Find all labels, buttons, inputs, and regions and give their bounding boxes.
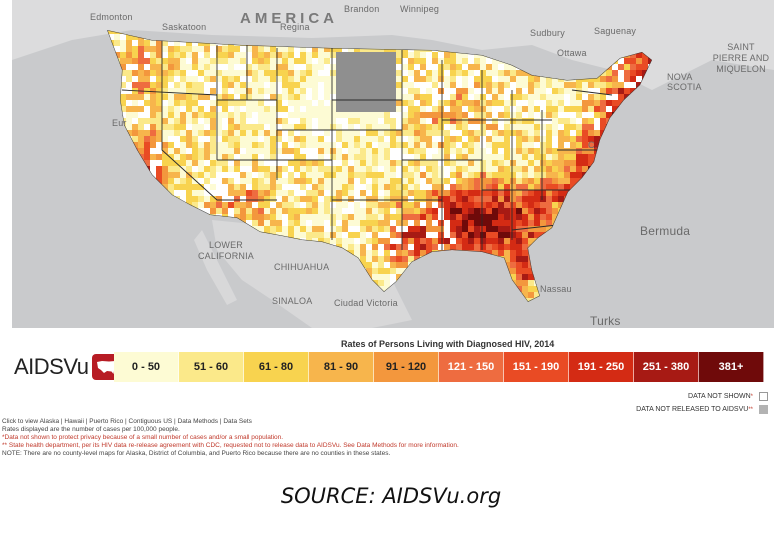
label-sudbury: Sudbury — [530, 28, 565, 38]
label-saint-pierre: SAINT PIERRE AND MIQUELON — [712, 42, 770, 74]
legend-bin: 121 - 150 — [439, 352, 504, 382]
data-not-shown-key: DATA NOT SHOWN * — [688, 392, 768, 401]
data-not-released-swatch — [759, 405, 768, 414]
legend-bin: 0 - 50 — [114, 352, 179, 382]
legend-bin: 191 - 250 — [569, 352, 634, 382]
nav-links-line: Click to view Alaska | Hawaii | Puerto R… — [2, 418, 252, 425]
logo-text: AIDSVu — [14, 354, 89, 379]
legend-scale: 0 - 50 51 - 60 61 - 80 81 - 90 91 - 120 121 -… — [114, 352, 764, 382]
state-outlines — [107, 30, 652, 302]
link-data-methods[interactable]: Data Methods — [177, 418, 219, 425]
note-data-not-shown: *Data not shown to protect privacy becau… — [2, 434, 284, 441]
legend-bin: 61 - 80 — [244, 352, 309, 382]
source-caption: SOURCE: AIDSVu.org — [280, 484, 502, 508]
data-not-released-label: DATA NOT RELEASED TO AIDSVU — [636, 406, 749, 413]
legend-bin: 381+ — [699, 352, 764, 382]
data-not-shown-marker: * — [750, 393, 753, 400]
label-america: AMERICA — [240, 10, 338, 27]
label-ottawa: Ottawa — [557, 48, 587, 58]
label-saskatoon: Saskatoon — [162, 22, 207, 32]
note-no-county-maps: NOTE: There are no county-level maps for… — [2, 450, 391, 457]
legend-bin: 81 - 90 — [309, 352, 374, 382]
legend-bin: 251 - 380 — [634, 352, 699, 382]
label-brandon: Brandon — [344, 4, 380, 14]
notes-block: Click to view Alaska | Hawaii | Puerto R… — [2, 418, 459, 458]
data-not-shown-label: DATA NOT SHOWN — [688, 393, 751, 400]
label-bermuda: Bermuda — [640, 224, 691, 238]
label-winnipeg: Winnipeg — [400, 4, 440, 14]
link-data-sets[interactable]: Data Sets — [223, 418, 252, 425]
label-ciudad-victoria: Ciudad Victoria — [334, 298, 398, 308]
nav-prefix: Click to view — [2, 418, 39, 425]
data-not-released-marker: ** — [748, 406, 753, 413]
legend-bin: 51 - 60 — [179, 352, 244, 382]
legend-bin: 151 - 190 — [504, 352, 569, 382]
data-not-released-key: DATA NOT RELEASED TO AIDSVU ** — [636, 405, 768, 414]
legend-bin: 91 - 120 — [374, 352, 439, 382]
label-nassau: Nassau — [540, 284, 572, 294]
label-nova-scotia: NOVA SCOTIA — [667, 72, 702, 92]
data-not-shown-swatch — [759, 392, 768, 401]
link-hawaii[interactable]: Hawaii — [64, 418, 84, 425]
label-saguenay: Saguenay — [594, 26, 637, 36]
label-eur: Eur — [112, 118, 127, 128]
label-edmonton: Edmonton — [90, 12, 133, 22]
aidsvu-logo[interactable]: AIDSVu — [14, 352, 125, 382]
link-puerto-rico[interactable]: Puerto Rico — [89, 418, 124, 425]
note-data-not-released: ** State health department, per its HIV … — [2, 442, 459, 449]
label-turks: Turks — [590, 314, 621, 328]
note-rates: Rates displayed are the number of cases … — [2, 426, 180, 433]
label-sinaloa: SINALOA — [272, 296, 313, 306]
label-regina: Regina — [280, 22, 310, 32]
link-contiguous-us[interactable]: Contiguous US — [128, 418, 173, 425]
label-chihuahua: CHIHUAHUA — [274, 262, 330, 272]
map-canvas — [12, 0, 774, 328]
label-lower-california: LOWER CALIFORNIA — [197, 240, 254, 261]
label-c: C. — [588, 140, 598, 150]
choropleth-map[interactable]: AMERICA Brandon Winnipeg Edmonton Regina… — [12, 0, 774, 328]
link-alaska[interactable]: Alaska — [39, 418, 60, 425]
legend-title: Rates of Persons Living with Diagnosed H… — [341, 339, 555, 349]
